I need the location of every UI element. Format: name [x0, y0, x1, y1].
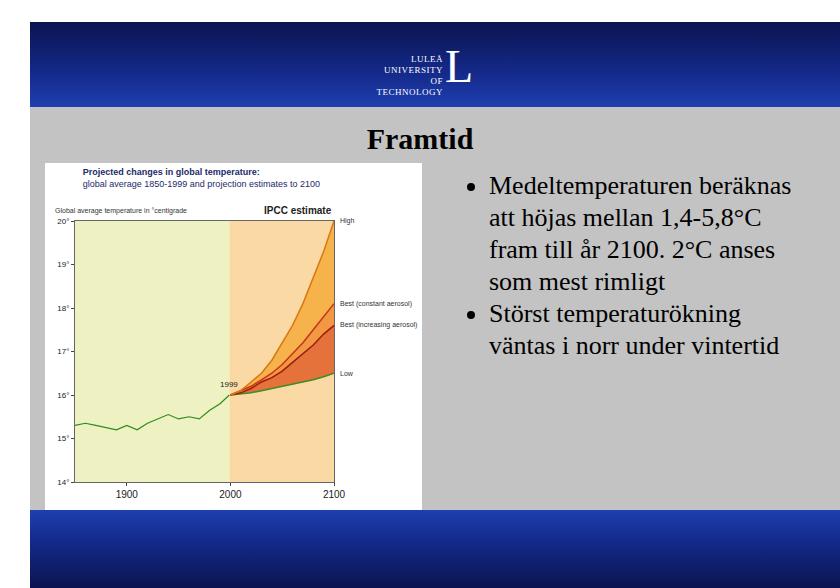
svg-text:15°: 15° [57, 434, 69, 443]
html-text:LULEÅ: LULEÅ [411, 54, 443, 64]
html-text:L: L [445, 41, 474, 92]
svg-text:Global average temperature in: Global average temperature in °centigrad… [55, 207, 187, 215]
svg-text:16°: 16° [57, 391, 69, 400]
svg-text:IPCC estimate: IPCC estimate [264, 205, 332, 216]
svg-text:20°: 20° [57, 217, 69, 226]
svg-text:Low: Low [340, 370, 354, 377]
svg-text:Projected changes in global te: Projected changes in global temperature:… [83, 167, 320, 189]
html-text:UNIVERSITY: UNIVERSITY [384, 65, 443, 75]
svg-text:2000: 2000 [219, 489, 242, 500]
svg-text:Best (constant aerosol): Best (constant aerosol) [340, 300, 412, 308]
svg-text:1999: 1999 [220, 380, 238, 389]
html-text:Medeltemperaturen beräknas att: Medeltemperaturen beräknas att höjas mel… [489, 171, 792, 296]
svg-text:2100: 2100 [323, 489, 346, 500]
html-text:Störst temperaturökning väntas: Störst temperaturökning väntas i norr un… [489, 299, 780, 360]
svg-text:19°: 19° [57, 260, 69, 269]
svg-text:Best (increasing aerosol): Best (increasing aerosol) [340, 321, 417, 329]
svg-text:14°: 14° [57, 478, 69, 487]
html-text:Framtid: Framtid [366, 122, 474, 155]
svg-text:1900: 1900 [116, 489, 139, 500]
html-text:OF TECHNOLOGY: OF TECHNOLOGY [376, 76, 443, 97]
svg-text:High: High [340, 217, 355, 225]
svg-text:18°: 18° [57, 304, 69, 313]
svg-text:17°: 17° [57, 347, 69, 356]
